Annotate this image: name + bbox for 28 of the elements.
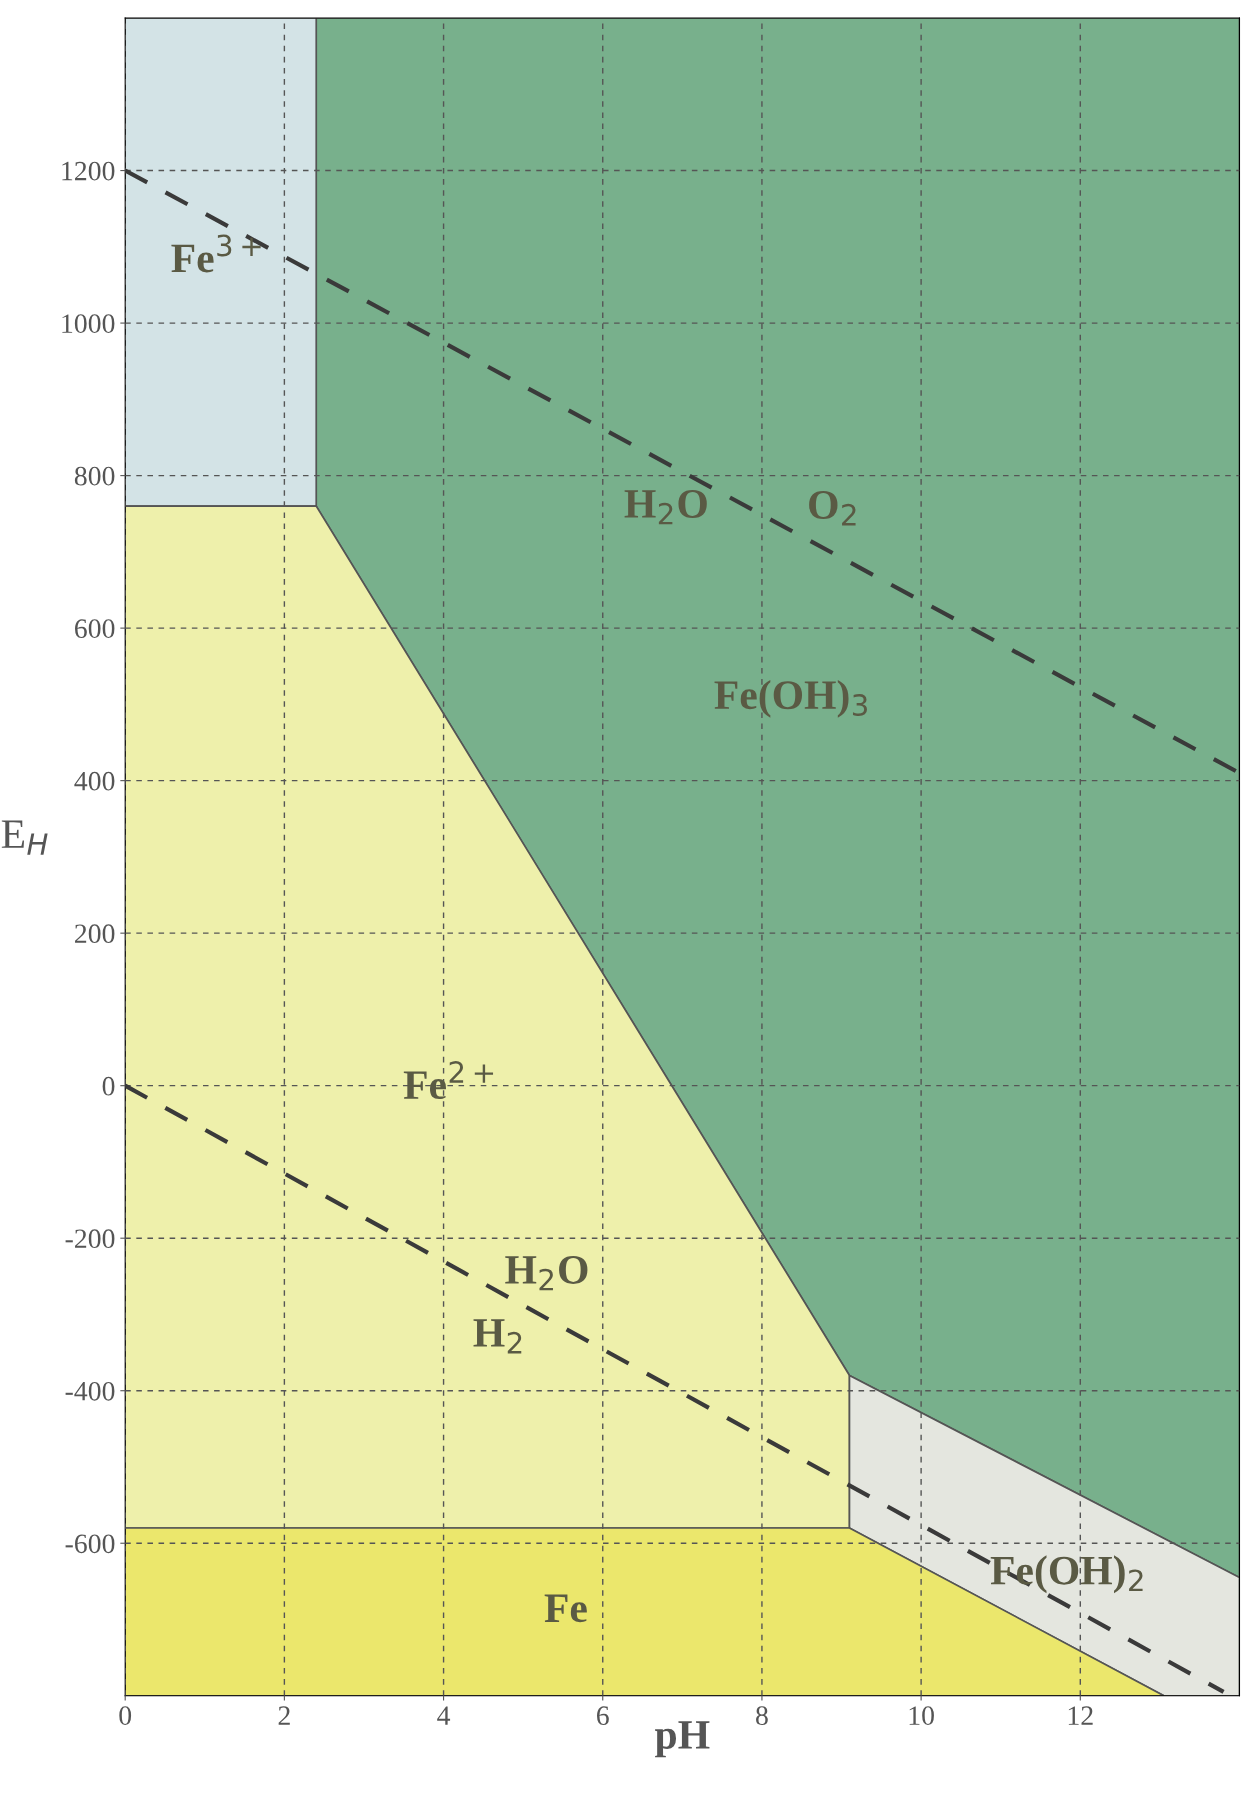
series-label: Fe(OH)$_{3}$ xyxy=(714,679,867,718)
x-tick-label: 0 xyxy=(119,1706,132,1726)
series-label: Fe$^{3+}$ xyxy=(171,234,261,273)
x-tick-label: 4 xyxy=(437,1706,451,1725)
y-tick-label: 600 xyxy=(75,619,115,639)
y-axis-title: E$_{H}$ xyxy=(1,820,48,855)
x-axis-title: pH xyxy=(655,1721,710,1758)
series-label: Fe(OH)$_{2}$ xyxy=(990,1555,1143,1594)
y-tick-label: 0 xyxy=(102,1076,115,1096)
y-tick-label: 1000 xyxy=(62,314,115,333)
annotation: O$_{2}$ xyxy=(809,491,856,526)
series-label: Fe$^{2+}$ xyxy=(403,1061,494,1100)
x-tick-label: 6 xyxy=(597,1706,609,1726)
annotation: H$_{2}$ xyxy=(473,1319,522,1354)
x-tick-label: 10 xyxy=(909,1706,934,1726)
y-tick-label: -600 xyxy=(65,1534,115,1554)
y-tick-label: 400 xyxy=(74,771,115,791)
y-tick-label: -400 xyxy=(65,1381,115,1401)
annotation: H$_{2}$O xyxy=(505,1255,588,1291)
x-tick-label: 12 xyxy=(1068,1706,1093,1725)
y-tick-label: 800 xyxy=(74,466,115,486)
series-label: Fe xyxy=(544,1594,587,1623)
annotation: H$_{2}$O xyxy=(624,489,707,525)
x-tick-label: 2 xyxy=(278,1706,290,1725)
x-tick-label: 8 xyxy=(756,1706,768,1726)
y-tick-label: -200 xyxy=(65,1229,115,1249)
y-tick-label: 200 xyxy=(75,924,115,944)
y-tick-label: 1200 xyxy=(62,161,115,181)
